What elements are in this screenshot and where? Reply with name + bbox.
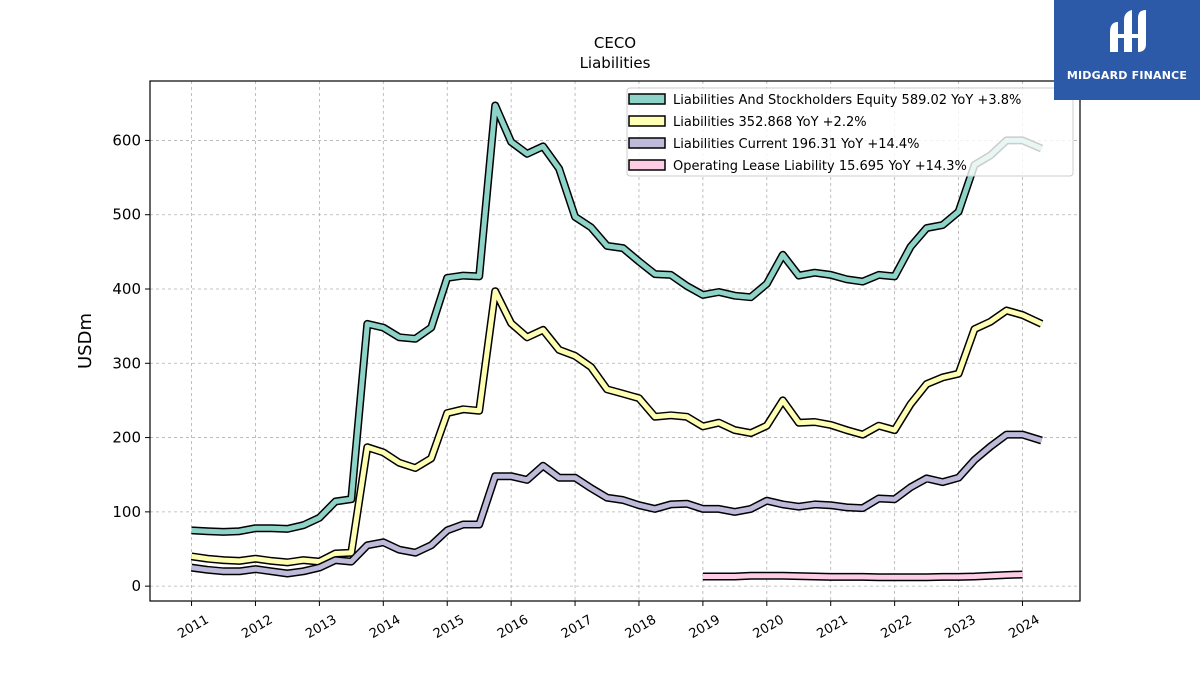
midgard-logo-icon: [1110, 10, 1146, 52]
y-tick-label: 100: [112, 503, 141, 521]
series-line-2: [191, 432, 1043, 576]
legend-swatch-0: [628, 93, 666, 105]
legend-label-1: Liabilities 352.868 YoY +2.2%: [673, 115, 867, 130]
axes-frame: [149, 80, 1081, 602]
midgard-finance-logo: MIDGARD FINANCE: [1054, 0, 1200, 100]
x-tick-label: 2022: [878, 612, 914, 642]
x-tick-label: 2021: [815, 612, 851, 642]
x-tick-label: 2015: [431, 612, 467, 642]
y-axis-label: USDm: [75, 313, 96, 369]
x-tick-label: 2024: [1006, 612, 1042, 642]
x-tick-label: 2014: [367, 612, 403, 642]
y-tick-label: 200: [112, 429, 141, 447]
y-tick-label: 0: [131, 577, 141, 595]
series-line-0: [191, 103, 1043, 535]
legend: Liabilities And Stockholders Equity 589.…: [626, 87, 1074, 177]
y-tick-label: 600: [112, 131, 141, 149]
legend-label-0: Liabilities And Stockholders Equity 589.…: [673, 93, 1021, 108]
x-tick-label: 2016: [495, 612, 531, 642]
logo-text: MIDGARD FINANCE: [1066, 69, 1188, 82]
legend-label-2: Liabilities Current 196.31 YoY +14.4%: [673, 137, 920, 152]
x-tick-label: 2019: [687, 612, 723, 642]
legend-box: [626, 87, 1074, 177]
x-tick-label: 2020: [751, 612, 787, 642]
y-tick-label: 300: [112, 354, 141, 372]
legend-swatch-1: [628, 115, 666, 127]
x-tick-label: 2011: [175, 612, 211, 642]
chart-subtitle: Liabilities: [580, 54, 651, 72]
x-tick-label: 2013: [303, 612, 339, 642]
x-tick-label: 2018: [623, 612, 659, 642]
x-tick-label: 2017: [559, 612, 595, 642]
legend-label-3: Operating Lease Liability 15.695 YoY +14…: [673, 159, 967, 174]
chart-title: CECO: [594, 34, 636, 52]
legend-swatch-3: [628, 159, 666, 171]
legend-swatch-2: [628, 137, 666, 149]
y-tick-label: 500: [112, 206, 141, 224]
x-tick-label: 2023: [942, 612, 978, 642]
y-tick-label: 400: [112, 280, 141, 298]
x-tick-label: 2012: [239, 612, 275, 642]
series-line-3: [702, 572, 1023, 580]
series-line-1: [191, 288, 1043, 565]
